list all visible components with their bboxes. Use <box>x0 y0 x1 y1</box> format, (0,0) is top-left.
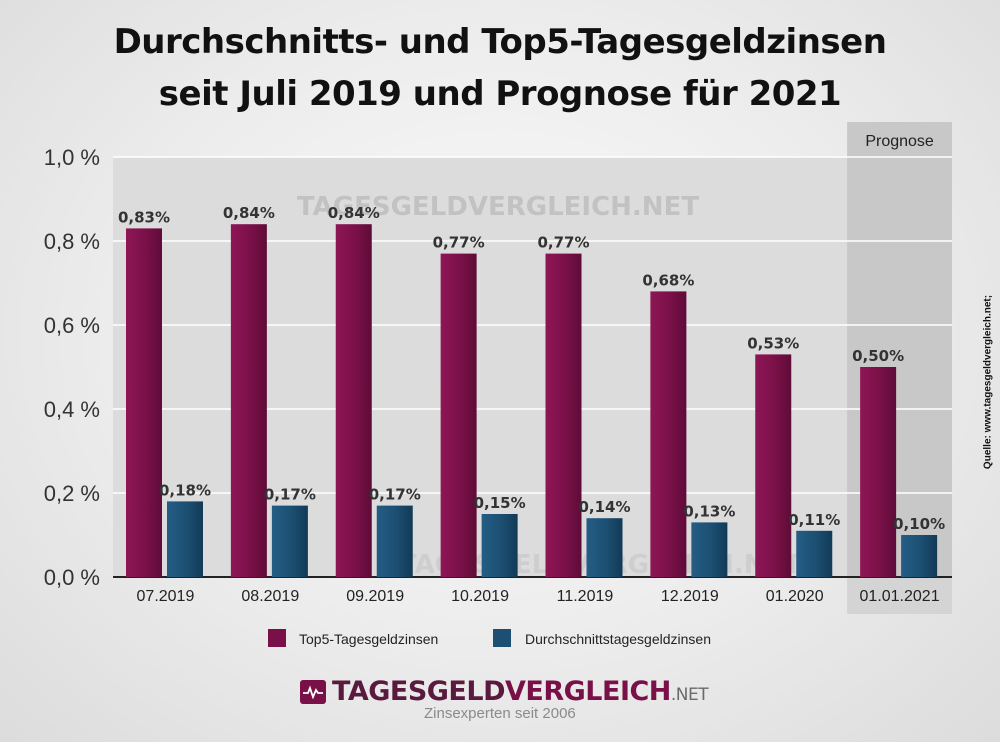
chart-title: Durchschnitts- und Top5-Tagesgeldzinsen <box>113 22 887 62</box>
legend-label: Durchschnittstagesgeldzinsen <box>525 631 711 647</box>
y-tick-label: 0,2 % <box>44 481 100 506</box>
bar-top5 <box>755 354 792 577</box>
data-label: 0,17% <box>369 486 421 504</box>
source-note: Quelle: www.tagesgeldvergleich.net; <box>982 294 994 470</box>
y-tick-label: 0,4 % <box>44 397 100 422</box>
pulse-icon <box>300 679 326 704</box>
x-tick-label: 12.2019 <box>661 588 719 605</box>
x-tick-label: 07.2019 <box>137 588 195 605</box>
bar-top5 <box>440 253 477 577</box>
data-label: 0,15% <box>474 494 526 512</box>
data-label: 0,77% <box>433 234 485 252</box>
y-tick-label: 0,6 % <box>44 313 100 338</box>
bar-top5 <box>545 253 582 577</box>
forecast-label: Prognose <box>865 133 934 150</box>
watermark-top: TAGESGELDVERGLEICH.NET <box>297 192 699 222</box>
x-tick-label: 01.2020 <box>766 588 824 605</box>
data-label: 0,18% <box>159 481 211 499</box>
bar-durchschnitt <box>586 518 623 577</box>
data-label: 0,77% <box>537 234 589 252</box>
bar-durchschnitt <box>796 530 833 577</box>
y-tick-label: 1,0 % <box>44 145 100 170</box>
data-label: 0,68% <box>642 271 694 289</box>
bar-durchschnitt <box>901 535 938 577</box>
data-label: 0,17% <box>264 486 316 504</box>
legend-label: Top5-Tagesgeldzinsen <box>299 631 438 647</box>
bar-durchschnitt <box>481 514 518 577</box>
legend-swatch <box>268 629 286 647</box>
data-label: 0,53% <box>747 334 799 352</box>
data-label: 0,14% <box>578 498 630 516</box>
logo-tagline: Zinsexperten seit 2006 <box>424 705 576 722</box>
bar-durchschnitt <box>691 522 728 577</box>
x-tick-label: 11.2019 <box>557 588 614 605</box>
bar-top5 <box>335 224 372 577</box>
chart-subtitle: seit Juli 2019 und Prognose für 2021 <box>158 74 842 114</box>
legend-swatch <box>493 629 511 647</box>
bar-top5 <box>230 224 267 577</box>
y-tick-label: 0,0 % <box>44 565 100 590</box>
data-label: 0,84% <box>328 204 380 222</box>
bar-durchschnitt <box>167 501 203 577</box>
x-tick-label: 08.2019 <box>241 588 299 605</box>
data-label: 0,13% <box>683 502 735 520</box>
bar-durchschnitt <box>376 505 413 577</box>
data-label: 0,83% <box>118 208 170 226</box>
data-label: 0,10% <box>893 515 945 533</box>
y-tick-label: 0,8 % <box>44 229 100 254</box>
bar-top5 <box>650 291 687 577</box>
data-label: 0,50% <box>852 347 904 365</box>
bar-top5 <box>126 228 162 577</box>
x-tick-label: 10.2019 <box>451 588 509 605</box>
brand-logo: TAGESGELDVERGLEICH.NET Zinsexperten seit… <box>300 676 720 722</box>
bar-durchschnitt <box>271 505 308 577</box>
forecast-label-bg <box>847 577 952 614</box>
x-tick-label: 01.01.2021 <box>860 588 940 605</box>
logo-wordmark: TAGESGELDVERGLEICH.NET <box>332 676 709 707</box>
bar-top5 <box>860 367 897 577</box>
x-tick-label: 09.2019 <box>346 588 404 605</box>
data-label: 0,84% <box>223 204 275 222</box>
data-label: 0,11% <box>788 511 840 529</box>
